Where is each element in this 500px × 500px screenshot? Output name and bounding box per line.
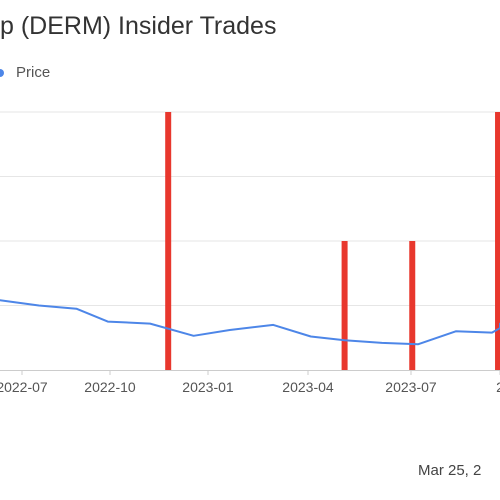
trade-bar bbox=[341, 241, 348, 370]
legend-price-dot bbox=[0, 69, 4, 78]
x-tick-label: 2023-04 bbox=[282, 379, 334, 395]
trade-bar bbox=[409, 241, 416, 370]
legend-price-label: Price bbox=[16, 64, 51, 81]
x-tick-label: 2 bbox=[496, 379, 500, 395]
trade-bar bbox=[495, 112, 500, 370]
x-tick-label: 2022-07 bbox=[0, 379, 48, 395]
x-tick-label: 2023-01 bbox=[182, 379, 234, 395]
legend: Price bbox=[0, 64, 50, 81]
price-line bbox=[0, 299, 500, 346]
footer-date: Mar 25, 2 bbox=[418, 462, 482, 479]
trade-bar bbox=[165, 112, 172, 370]
x-tick-label: 2023-07 bbox=[385, 379, 437, 395]
chart-title: p (DERM) Insider Trades bbox=[0, 12, 277, 40]
x-tick-label: 2022-10 bbox=[84, 379, 136, 395]
